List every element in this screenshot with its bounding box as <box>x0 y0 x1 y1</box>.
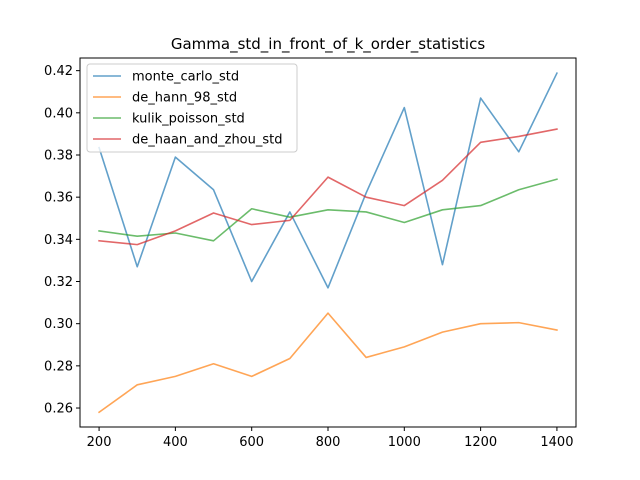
x-tick-label: 1400 <box>540 435 573 450</box>
legend-label-de_haan_and_zhou_std: de_haan_and_zhou_std <box>132 133 283 148</box>
y-tick-label: 0.32 <box>44 275 73 290</box>
legend: monte_carlo_std de_hann_98_std kulik_poiss… <box>86 63 298 153</box>
x-tick-label: 800 <box>316 435 341 450</box>
y-tick-label: 0.26 <box>44 402 73 417</box>
y-tick-label: 0.34 <box>44 233 73 248</box>
y-tick-label: 0.38 <box>44 148 73 163</box>
series-line-kulik_poisson_std <box>98 178 558 242</box>
y-tick-label: 0.42 <box>44 64 73 79</box>
chart-title: Gamma_std_in_front_of_k_order_statistics <box>171 35 485 54</box>
series-line-de_haan_and_zhou_std <box>98 128 558 246</box>
y-tick-label: 0.40 <box>44 106 73 121</box>
plot-area: 200 400 600 800 1000 1200 1400 0.26 0.28 0.30 0.32… <box>44 57 577 450</box>
x-tick-label: 1000 <box>388 435 421 450</box>
x-tick-label: 400 <box>163 435 188 450</box>
legend-box <box>86 63 298 153</box>
y-tick-label: 0.30 <box>44 317 73 332</box>
legend-label-monte_carlo_std: monte_carlo_std <box>132 70 239 85</box>
x-tick-label: 1200 <box>464 435 497 450</box>
legend-label-de_hann_98_std: de_hann_98_std <box>132 91 237 106</box>
x-tick-label: 600 <box>239 435 264 450</box>
y-tick-label: 0.28 <box>44 359 73 374</box>
series-line-monte_carlo_std <box>98 72 558 289</box>
legend-label-kulik_poisson_std: kulik_poisson_std <box>132 112 245 127</box>
x-tick-label: 200 <box>87 435 112 450</box>
y-tick-label: 0.36 <box>44 191 73 206</box>
series-line-de_hann_98_std <box>97 312 558 414</box>
